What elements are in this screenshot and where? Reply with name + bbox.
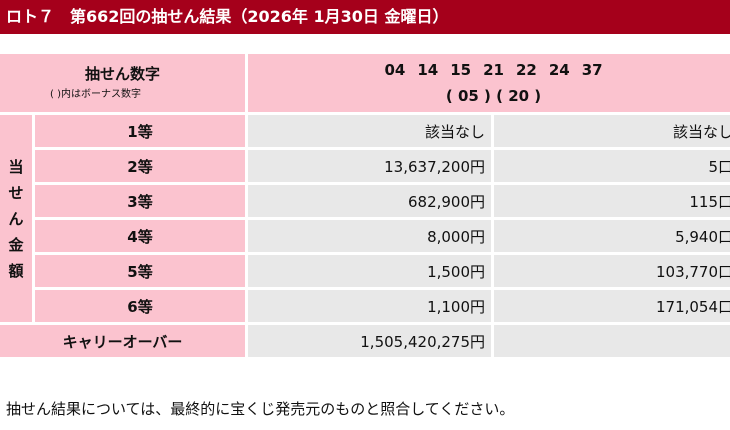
prize-row: 2等 13,637,200円 5口 [0, 150, 730, 182]
prize-side-label: 当 せ ん 金 額 [0, 115, 32, 322]
prize-amount: 13,637,200円 [248, 150, 492, 182]
carryover-label: キャリーオーバー [0, 325, 246, 357]
prize-amount: 8,000円 [248, 220, 492, 252]
prize-winners: 該当なし [494, 115, 730, 147]
prize-winners: 103,770口 [494, 255, 730, 287]
prize-amount: 682,900円 [248, 185, 492, 217]
carryover-amount: 1,505,420,275円 [248, 325, 492, 357]
carryover-empty-cell [494, 325, 730, 357]
prize-winners: 5,940口 [494, 220, 730, 252]
prize-rank: 6等 [35, 290, 246, 322]
prize-rank: 1等 [35, 115, 246, 147]
prize-amount: 1,100円 [248, 290, 492, 322]
prize-rank: 3等 [35, 185, 246, 217]
prize-amount: 1,500円 [248, 255, 492, 287]
main-number: 04 [384, 61, 406, 79]
main-number: 24 [548, 61, 570, 79]
main-numbers: 04 14 15 21 22 24 37 [248, 57, 730, 83]
carryover-row: キャリーオーバー 1,505,420,275円 [0, 325, 730, 357]
prize-rank: 5等 [35, 255, 246, 287]
footer-note: 抽せん結果については、最終的に宝くじ発売元のものと照合してください。 [6, 400, 515, 418]
prize-row: 4等 8,000円 5,940口 [0, 220, 730, 252]
prize-winners: 5口 [494, 150, 730, 182]
results-table: 抽せん数字 ( )内はボーナス数字 04 14 15 21 22 24 37 ( 05 ) … [0, 51, 730, 360]
prize-amount: 該当なし [248, 115, 492, 147]
page-title: ロト７ 第662回の抽せん結果（2026年 1月30日 金曜日） [0, 0, 730, 34]
main-number: 37 [581, 61, 603, 79]
main-number: 21 [483, 61, 504, 79]
prize-row: 5等 1,500円 103,770口 [0, 255, 730, 287]
prize-rank: 4等 [35, 220, 246, 252]
prize-row: 6等 1,100円 171,054口 [0, 290, 730, 322]
bonus-numbers: ( 05 ) ( 20 ) [445, 87, 542, 105]
bonus-note: ( )内はボーナス数字 [50, 89, 141, 101]
draw-numbers-label: 抽せん数字 [85, 64, 161, 83]
main-number: 22 [515, 61, 537, 79]
prize-winners: 115口 [494, 185, 730, 217]
draw-numbers-label-cell: 抽せん数字 ( )内はボーナス数字 [0, 54, 246, 112]
prize-row: 3等 682,900円 115口 [0, 185, 730, 217]
prize-winners: 171,054口 [494, 290, 730, 322]
draw-numbers-row: 抽せん数字 ( )内はボーナス数字 04 14 15 21 22 24 37 ( 05 ) … [0, 54, 730, 112]
main-number: 14 [417, 61, 439, 79]
main-number: 15 [450, 61, 472, 79]
prize-rank: 2等 [35, 150, 246, 182]
draw-numbers-cell: 04 14 15 21 22 24 37 ( 05 ) ( 20 ) [248, 54, 730, 112]
prize-row: 当 せ ん 金 額 1等 該当なし 該当なし [0, 115, 730, 322]
